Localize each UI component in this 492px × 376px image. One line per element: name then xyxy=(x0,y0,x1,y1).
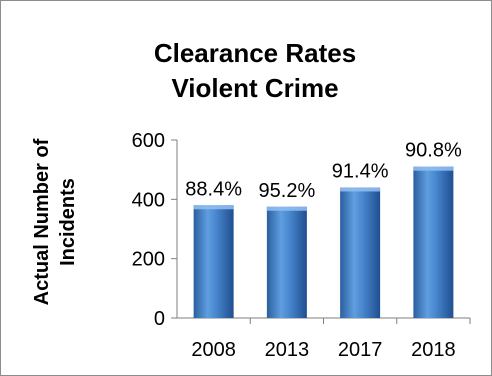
bar-top-highlight xyxy=(340,187,381,192)
data-label: 91.4% xyxy=(332,160,389,182)
x-tick-label: 2013 xyxy=(265,339,310,361)
y-tick-label: 200 xyxy=(132,249,165,271)
y-tick-label: 600 xyxy=(132,130,165,152)
data-label: 95.2% xyxy=(259,180,316,202)
chart-title-line-1: Clearance Rates xyxy=(154,38,356,68)
bar-top-highlight xyxy=(266,206,307,211)
x-tick-label: 2018 xyxy=(411,339,456,361)
bar xyxy=(413,166,454,318)
plot-area: 0 200 400 600 2008 88.4% 2013 95.2% 2017 91.4% 201… xyxy=(132,130,471,361)
bar-top-highlight xyxy=(413,166,454,171)
y-tick-label: 0 xyxy=(154,308,165,330)
data-label: 90.8% xyxy=(405,140,462,162)
bar-top-highlight xyxy=(193,205,234,210)
y-axis-label-line-1: Actual Number of xyxy=(31,138,53,305)
y-axis-label-line-2: Incidents xyxy=(57,178,79,266)
bar xyxy=(266,206,307,318)
bar xyxy=(193,205,234,318)
y-tick-label: 400 xyxy=(132,189,165,211)
x-tick-label: 2008 xyxy=(191,339,236,361)
chart-title-line-2: Violent Crime xyxy=(171,73,338,103)
x-tick-label: 2017 xyxy=(338,339,383,361)
data-label: 88.4% xyxy=(185,178,242,200)
bar xyxy=(340,187,381,318)
